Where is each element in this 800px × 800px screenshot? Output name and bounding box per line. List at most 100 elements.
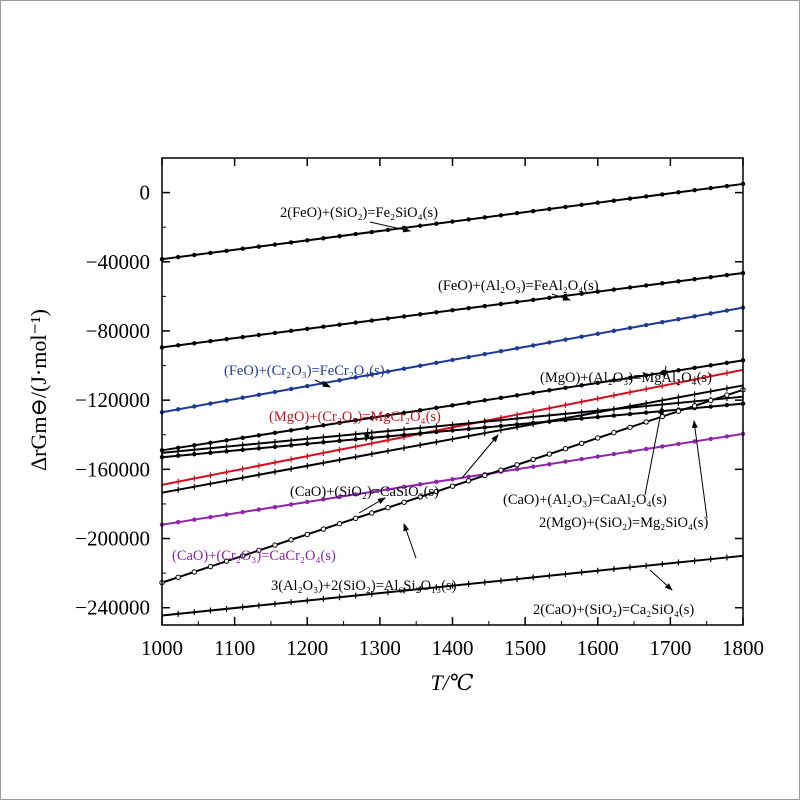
series-marker xyxy=(530,297,536,303)
series-marker xyxy=(224,438,229,443)
series-marker xyxy=(256,547,262,554)
series-marker xyxy=(401,499,407,505)
series-marker xyxy=(676,368,681,373)
series-marker xyxy=(514,211,520,216)
series-marker xyxy=(191,569,197,575)
series-marker xyxy=(240,334,245,340)
series-marker xyxy=(579,334,584,339)
series-marker xyxy=(466,474,471,479)
x-tick-label: 1500 xyxy=(504,636,546,660)
series-marker xyxy=(643,446,649,452)
label-arrow xyxy=(461,434,499,479)
x-tick-label: 1300 xyxy=(359,636,401,660)
series-marker xyxy=(724,434,730,439)
y-axis-label: ΔrGm⊖/(J·mol⁻¹) xyxy=(26,309,51,471)
series-marker xyxy=(304,531,310,538)
label-arrow xyxy=(364,427,371,442)
series-marker xyxy=(514,346,520,351)
series-marker xyxy=(175,254,181,260)
x-tick-label: 1100 xyxy=(214,636,255,660)
series-marker xyxy=(627,285,633,290)
series-marker xyxy=(224,248,229,254)
series-marker xyxy=(643,373,649,378)
series-marker xyxy=(208,514,213,520)
series-marker xyxy=(434,221,439,226)
series-marker xyxy=(385,413,391,418)
series-marker xyxy=(337,322,342,327)
series-marker xyxy=(643,194,649,199)
label-arrow xyxy=(644,406,664,496)
series-marker xyxy=(272,389,278,395)
series-9 xyxy=(159,387,746,586)
series-marker xyxy=(611,378,617,383)
series-marker xyxy=(192,404,197,409)
series-marker xyxy=(563,385,568,391)
series-marker xyxy=(708,436,713,442)
y-tick-label: 0 xyxy=(140,181,151,205)
series-marker xyxy=(530,464,536,469)
series-marker xyxy=(498,301,504,307)
series-marker xyxy=(224,336,229,342)
reaction-label: 2(CaO)+(SiO₂)=Ca₂SiO₄(s) xyxy=(533,602,694,618)
series-marker xyxy=(692,365,697,371)
series-marker xyxy=(208,440,213,446)
series-marker xyxy=(321,440,326,445)
series-marker xyxy=(466,354,471,360)
series-marker xyxy=(676,279,681,284)
series-marker xyxy=(417,494,423,500)
series-marker xyxy=(337,494,342,500)
series-marker xyxy=(708,274,713,280)
series-marker xyxy=(208,338,213,344)
series-marker xyxy=(530,343,536,348)
series-marker xyxy=(660,319,665,325)
series-marker xyxy=(321,423,326,428)
series-marker xyxy=(175,453,181,458)
series-marker xyxy=(192,517,197,522)
series-marker xyxy=(337,233,342,239)
label-arrow xyxy=(551,293,571,301)
series-marker xyxy=(724,308,730,313)
x-tick-label: 1000 xyxy=(141,636,183,660)
series-marker xyxy=(611,429,617,436)
series-marker xyxy=(418,223,423,228)
series-marker xyxy=(724,272,730,278)
series-marker xyxy=(530,456,536,463)
series-marker xyxy=(465,478,472,484)
series-marker xyxy=(579,202,584,208)
series-marker xyxy=(708,363,713,368)
series-marker xyxy=(611,287,617,292)
series-marker xyxy=(692,439,697,444)
series-marker xyxy=(708,311,713,316)
y-tick-label: −160000 xyxy=(75,457,150,481)
x-axis-label: T/℃ xyxy=(431,670,474,695)
series-marker xyxy=(418,312,423,317)
series-marker xyxy=(692,314,697,319)
series-marker xyxy=(192,252,197,258)
series-marker xyxy=(240,435,245,441)
series-marker xyxy=(434,429,439,435)
series-marker xyxy=(611,198,617,203)
series-marker xyxy=(418,431,423,436)
series-marker xyxy=(175,343,181,348)
series-marker xyxy=(595,200,600,205)
series-marker xyxy=(498,395,504,401)
series-marker xyxy=(385,369,391,374)
label-arrow xyxy=(369,221,411,233)
series-marker xyxy=(385,487,391,492)
series-marker xyxy=(708,185,713,191)
series-marker xyxy=(385,227,391,233)
series-marker xyxy=(547,340,552,345)
series-5 xyxy=(159,401,746,460)
series-marker xyxy=(256,433,262,438)
series-marker xyxy=(192,452,197,457)
series-marker xyxy=(369,489,375,495)
series-marker xyxy=(288,537,294,543)
series-marker xyxy=(418,363,423,368)
series-marker xyxy=(385,316,391,321)
series-marker xyxy=(643,410,649,415)
series-marker xyxy=(579,456,584,462)
series-marker xyxy=(321,497,326,502)
series-marker xyxy=(337,378,342,383)
series-marker xyxy=(337,420,342,426)
